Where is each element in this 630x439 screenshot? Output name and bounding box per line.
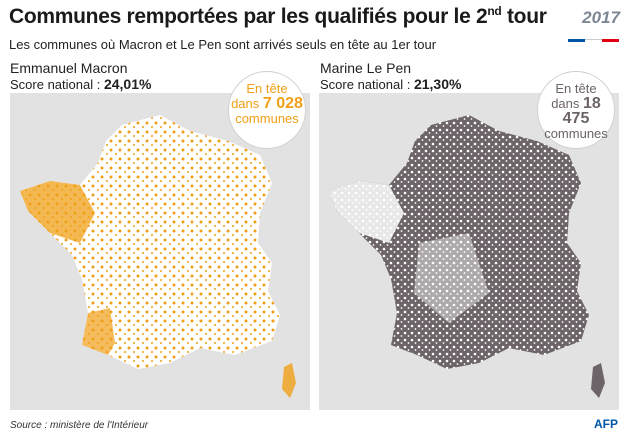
candidate-score-lepen: Score national : 21,30%: [320, 76, 462, 92]
france-map-macron: [20, 115, 296, 398]
afp-logo: AFP: [594, 417, 618, 431]
candidate-name-lepen: Marine Le Pen: [320, 60, 412, 76]
result-bubble-lepen: En tête dans 18 475 communes: [537, 71, 615, 149]
candidate-name-macron: Emmanuel Macron: [10, 60, 128, 76]
france-map-lepen: [329, 115, 605, 398]
subtitle: Les communes où Macron et Le Pen sont ar…: [9, 37, 437, 52]
title-end: tour: [501, 5, 547, 28]
candidate-score-macron: Score national : 24,01%: [10, 76, 152, 92]
tricolor-stripe: [568, 29, 620, 42]
result-bubble-macron: En tête dans 7 028 communes: [228, 71, 306, 149]
map-panel-macron: En tête dans 7 028 communes: [10, 71, 310, 410]
source-note: Source : ministère de l'Intérieur: [10, 420, 149, 431]
title-superscript: nd: [487, 4, 502, 18]
election-year-badge: 2017: [582, 8, 620, 27]
map-panel-lepen: En tête dans 18 475 communes: [319, 71, 619, 410]
page-title: Communes remportées par les qualifiés po…: [9, 4, 547, 28]
